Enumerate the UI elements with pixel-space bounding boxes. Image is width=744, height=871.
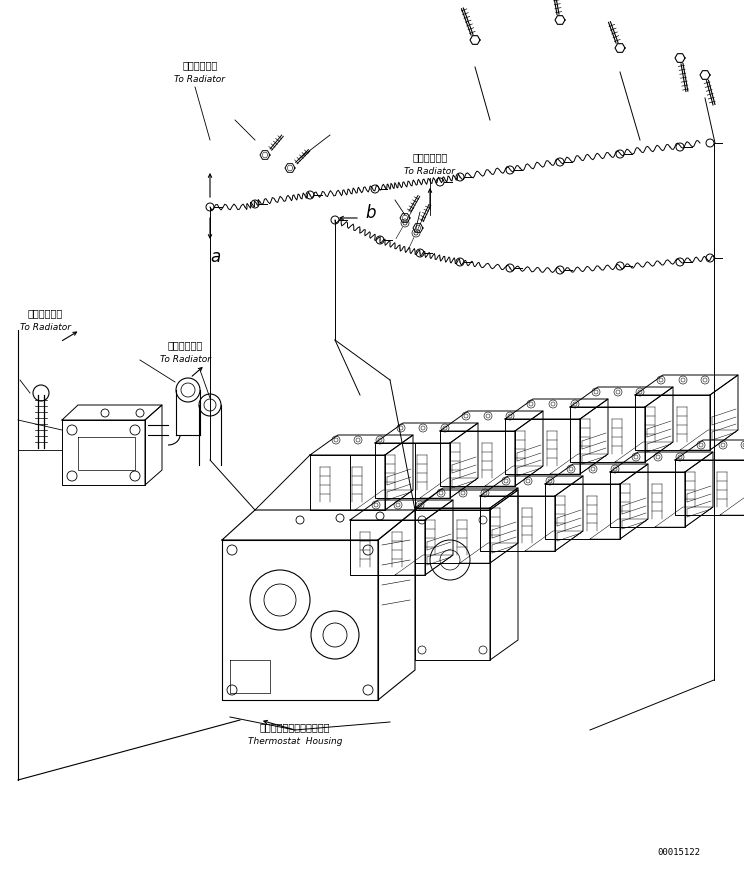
Text: Thermostat  Housing: Thermostat Housing (248, 737, 342, 746)
Text: ラジエータへ: ラジエータへ (28, 308, 62, 318)
Text: a: a (210, 248, 220, 266)
Text: To Radiator: To Radiator (159, 355, 211, 364)
Text: To Radiator: To Radiator (19, 323, 71, 332)
Text: To Radiator: To Radiator (405, 167, 455, 176)
Text: 00015122: 00015122 (657, 848, 700, 857)
Text: サーモスタットハウジング: サーモスタットハウジング (260, 722, 330, 732)
Text: b: b (365, 204, 376, 222)
Text: To Radiator: To Radiator (175, 75, 225, 84)
Text: ラジエータへ: ラジエータへ (412, 152, 448, 162)
Text: ラジエータへ: ラジエータへ (167, 340, 202, 350)
Text: ラジエータへ: ラジエータへ (182, 60, 218, 70)
